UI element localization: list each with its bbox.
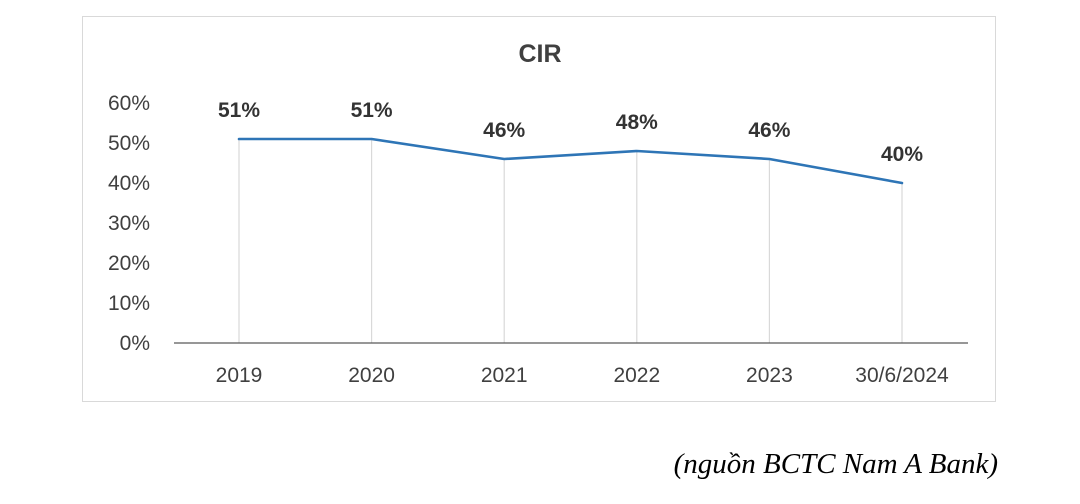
x-tick-label: 2021 (481, 364, 528, 387)
x-tick-label: 2022 (613, 364, 660, 387)
x-axis-ticks: 2019 2020 2021 2022 2023 30/6/2024 (216, 364, 949, 387)
data-label: 51% (218, 99, 260, 122)
x-tick-label: 2019 (216, 364, 263, 387)
y-tick-label: 50% (108, 132, 150, 155)
source-note: (nguồn BCTC Nam A Bank) (673, 448, 998, 480)
y-tick-label: 30% (108, 212, 150, 235)
y-tick-label: 0% (120, 332, 150, 355)
x-tick-label: 2020 (348, 364, 395, 387)
data-labels: 51% 51% 46% 48% 46% 40% (218, 99, 923, 166)
y-tick-label: 10% (108, 292, 150, 315)
data-label: 51% (351, 99, 393, 122)
x-tick-label: 2023 (746, 364, 793, 387)
drop-lines (238, 139, 903, 343)
y-axis-ticks: 0% 10% 20% 30% 40% 50% 60% (108, 92, 150, 355)
y-tick-label: 20% (108, 252, 150, 275)
y-tick-label: 40% (108, 172, 150, 195)
series-line (237, 137, 904, 185)
chart-frame (82, 16, 996, 402)
x-tick-label: 30/6/2024 (855, 364, 949, 387)
data-label: 40% (881, 143, 923, 166)
data-label: 46% (748, 119, 790, 142)
y-tick-label: 60% (108, 92, 150, 115)
series-line-group (237, 137, 904, 185)
data-label: 46% (483, 119, 525, 142)
data-label: 48% (616, 111, 658, 134)
chart-title: CIR (518, 40, 561, 68)
